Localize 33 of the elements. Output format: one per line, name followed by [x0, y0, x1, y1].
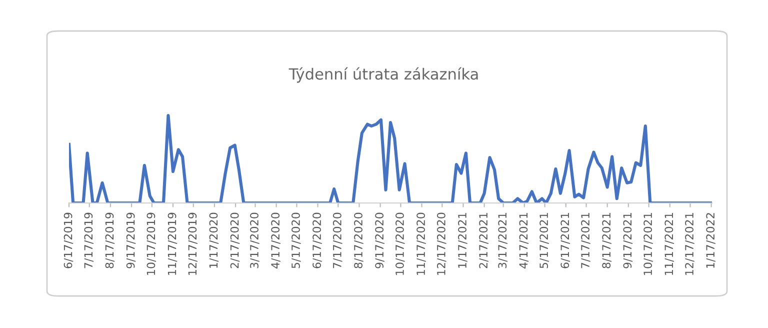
- x-tick-label: 3/17/2020: [250, 212, 260, 268]
- x-tick-label: 3/17/2021: [498, 213, 508, 268]
- x-tick-label: 7/17/2020: [332, 212, 342, 268]
- x-tick-label: 11/17/2021: [664, 213, 674, 275]
- x-tick-label: 10/17/2021: [644, 213, 653, 275]
- x-tick-label: 11/17/2019: [168, 212, 178, 275]
- x-tick-label: 7/17/2021: [581, 213, 590, 268]
- x-tick-label: 6/17/2020: [312, 212, 322, 268]
- x-tick-label: 10/17/2019: [146, 212, 156, 275]
- x-tick-label: 2/17/2020: [230, 212, 240, 268]
- x-tick-label: 8/17/2020: [354, 212, 364, 268]
- x-tick-label: 4/17/2021: [519, 213, 528, 268]
- x-tick-label: 6/17/2019: [64, 212, 74, 268]
- x-tick-label: 10/17/2020: [396, 212, 405, 275]
- x-tick-label: 5/17/2021: [540, 213, 549, 268]
- chart-title: Týdenní útrata zákazníka: [288, 67, 478, 83]
- x-tick-label: 4/17/2020: [271, 212, 280, 268]
- x-tick-label: 2/17/2021: [479, 213, 488, 268]
- x-tick-label: 7/17/2019: [84, 212, 94, 268]
- x-tick-label: 12/17/2020: [436, 212, 446, 275]
- x-tick-label: 12/17/2019: [188, 212, 198, 275]
- x-tick-label: 1/17/2022: [706, 213, 716, 268]
- x-tick-label: 1/17/2020: [209, 212, 219, 268]
- x-tick-label: 8/17/2019: [105, 212, 115, 268]
- x-tick-label: 9/17/2020: [375, 212, 384, 268]
- x-tick-label: 6/17/2021: [560, 213, 570, 268]
- x-tick-label: 8/17/2021: [602, 213, 612, 268]
- x-tick-label: 12/17/2021: [685, 213, 694, 275]
- x-tick-label: 9/17/2021: [623, 213, 632, 268]
- x-tick-label: 1/17/2021: [458, 213, 468, 268]
- x-tick-label: 11/17/2020: [416, 212, 426, 275]
- x-tick-label: 5/17/2020: [292, 212, 301, 268]
- x-tick-label: 9/17/2019: [126, 212, 136, 268]
